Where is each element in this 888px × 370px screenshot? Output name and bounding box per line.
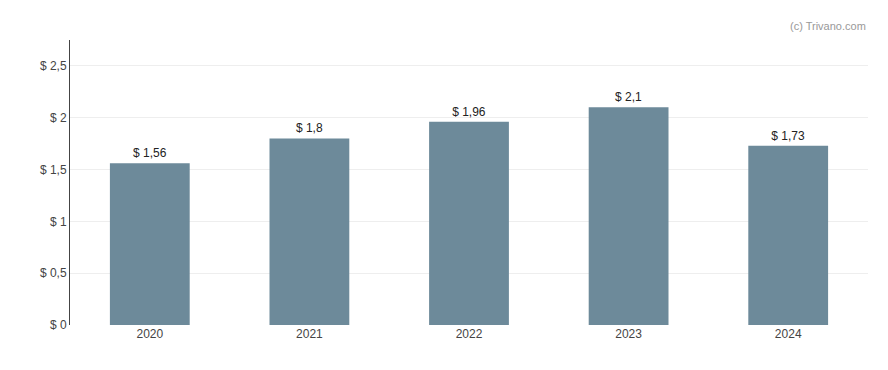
svg-text:$ 1,56: $ 1,56 xyxy=(133,146,167,160)
svg-text:(c) Trivano.com: (c) Trivano.com xyxy=(790,20,866,32)
svg-text:$ 1,73: $ 1,73 xyxy=(771,129,805,143)
svg-text:2024: 2024 xyxy=(775,327,802,341)
svg-text:$ 1,8: $ 1,8 xyxy=(296,121,323,135)
svg-text:2020: 2020 xyxy=(136,327,163,341)
svg-text:$ 0,5: $ 0,5 xyxy=(40,266,67,280)
svg-text:$ 2: $ 2 xyxy=(50,111,67,125)
svg-text:$ 1,5: $ 1,5 xyxy=(40,163,67,177)
svg-text:$ 1: $ 1 xyxy=(50,215,67,229)
svg-text:$ 2,1: $ 2,1 xyxy=(615,90,642,104)
svg-text:2023: 2023 xyxy=(615,327,642,341)
svg-text:2021: 2021 xyxy=(296,327,323,341)
svg-text:$ 0: $ 0 xyxy=(50,318,67,332)
svg-text:$ 1,96: $ 1,96 xyxy=(452,105,486,119)
svg-text:2022: 2022 xyxy=(456,327,483,341)
svg-text:$ 2,5: $ 2,5 xyxy=(40,59,67,73)
